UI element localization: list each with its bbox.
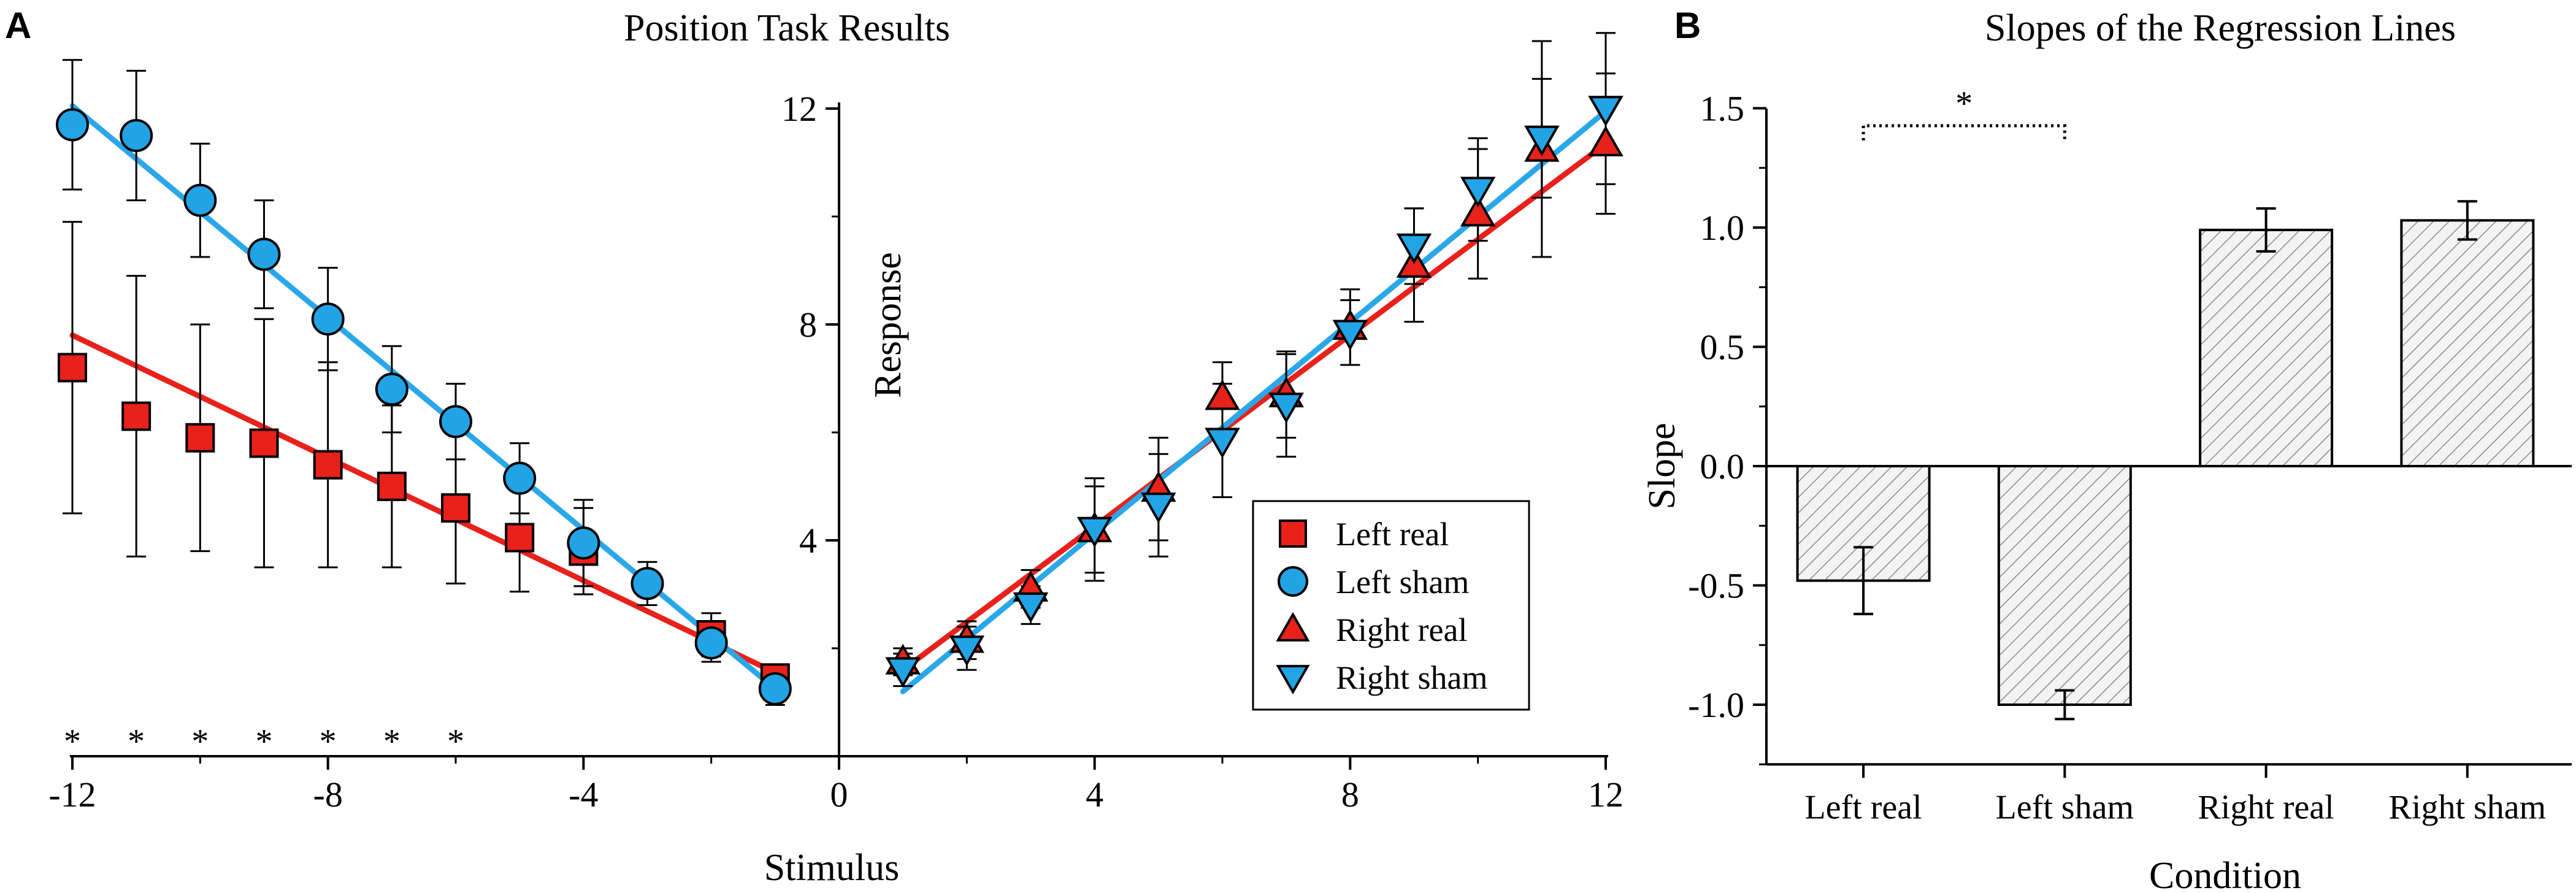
x-tick-label-right-sham: Right sham — [2389, 788, 2547, 826]
y-tick-label-b: -0.5 — [1688, 566, 1744, 606]
data-point-left-real — [377, 472, 407, 501]
significance-star-a: * — [383, 722, 401, 761]
x-tick-label-a: 0 — [830, 775, 848, 814]
data-point-left-sham — [375, 372, 408, 406]
position-task-plot: -12 -8 -4 0 4 8 12 4 8 12 * * * * * * * Left real Left sha… — [48, 32, 1623, 814]
x-tick-label-a: -8 — [313, 775, 343, 814]
y-tick-label-b: -1.0 — [1688, 685, 1744, 725]
x-tick-label-left-real: Left real — [1805, 788, 1922, 826]
significance-star-a: * — [447, 722, 464, 761]
y-tick-label-b: 0.0 — [1700, 447, 1745, 486]
significance-star-a: * — [64, 722, 81, 761]
legend-marker-right-sham — [1276, 665, 1310, 695]
panel-letter-b: B — [1674, 5, 1701, 46]
chart-title-b: Slopes of the Regression Lines — [1985, 7, 2456, 49]
data-point-right-sham — [1460, 177, 1496, 208]
x-tick-label-a: -4 — [569, 775, 598, 814]
y-tick-label-b: 0.5 — [1700, 328, 1745, 367]
bar-left-sham — [1997, 465, 2132, 706]
data-point-right-sham — [1524, 125, 1560, 156]
regression-line-left-real — [69, 332, 778, 676]
significance-bracket-b — [1861, 124, 2066, 140]
data-point-left-sham — [694, 626, 728, 660]
data-point-left-sham — [120, 119, 153, 152]
data-point-right-sham — [885, 657, 921, 688]
significance-star-b: * — [1955, 85, 1972, 123]
data-point-left-sham — [247, 237, 281, 271]
legend-marker-left-sham — [1278, 566, 1308, 597]
data-point-right-real — [1460, 196, 1496, 227]
data-point-left-sham — [56, 108, 89, 142]
x-axis-label-b: Condition — [2149, 855, 2301, 893]
x-tick-label-left-sham: Left sham — [1996, 788, 2134, 826]
regression-line-left-sham — [69, 103, 778, 692]
data-point-right-sham — [1205, 427, 1240, 459]
y-tick-label-a: 4 — [799, 521, 817, 561]
legend-label-left-sham: Left sham — [1336, 564, 1469, 600]
data-point-right-sham — [1076, 516, 1113, 548]
x-tick-label-a: 8 — [1341, 775, 1359, 814]
y-axis-label-b: Slope — [1641, 423, 1683, 509]
data-point-right-sham — [1396, 233, 1432, 264]
data-point-left-real — [58, 353, 87, 383]
significance-star-a: * — [256, 722, 273, 761]
y-tick-label-b: 1.0 — [1700, 208, 1745, 248]
y-tick-label-b: 1.5 — [1700, 89, 1745, 129]
x-tick-label-a: -12 — [48, 775, 96, 814]
x-tick-label-right-real: Right real — [2198, 788, 2334, 826]
chart-title-a: Position Task Results — [624, 7, 950, 49]
significance-star-a: * — [128, 722, 145, 761]
legend-label-right-real: Right real — [1336, 611, 1467, 648]
data-point-right-sham — [1268, 393, 1304, 424]
bar-right-real — [2199, 228, 2334, 467]
data-point-left-real — [313, 450, 343, 480]
x-tick-label-a: 12 — [1588, 775, 1623, 814]
y-tick-label-a: 12 — [781, 89, 817, 129]
slopes-bar-chart: -1.0 -0.5 0.0 0.5 1.0 1.5 Left real Left sham Ri… — [1688, 85, 2572, 826]
y-tick-label-a: 8 — [799, 305, 817, 345]
data-point-right-real — [1588, 125, 1623, 156]
data-point-left-sham — [503, 461, 537, 495]
data-point-left-real — [121, 401, 151, 431]
data-point-left-real — [185, 423, 215, 453]
legend-label-left-real: Left real — [1336, 516, 1449, 553]
data-point-left-sham — [631, 567, 664, 600]
data-point-left-real — [505, 523, 535, 553]
regression-line-right-real — [900, 140, 1609, 673]
data-point-left-real — [441, 493, 470, 523]
data-point-right-sham — [949, 635, 985, 667]
significance-star-a: * — [320, 722, 337, 761]
data-point-left-sham — [183, 183, 217, 217]
data-point-right-sham — [1013, 592, 1049, 623]
panel-letter-a: A — [5, 5, 31, 46]
legend-marker-left-real — [1279, 519, 1307, 548]
data-point-right-sham — [1588, 96, 1623, 127]
data-point-right-sham — [1332, 320, 1368, 351]
x-axis-label-a: Stimulus — [764, 847, 900, 889]
data-point-left-sham — [758, 672, 792, 705]
data-point-left-sham — [439, 405, 472, 439]
x-tick-label-a: 4 — [1086, 775, 1103, 814]
legend-label-right-sham: Right sham — [1336, 659, 1488, 696]
y-axis-label-a: Response — [867, 252, 909, 398]
data-point-left-sham — [311, 302, 345, 336]
data-point-left-real — [249, 428, 279, 458]
data-point-left-sham — [567, 526, 600, 560]
bar-right-sham — [2400, 219, 2535, 467]
data-point-right-sham — [1141, 492, 1176, 524]
legend-marker-right-real — [1276, 611, 1310, 642]
significance-star-a: * — [191, 722, 209, 761]
data-point-right-real — [1205, 379, 1240, 410]
